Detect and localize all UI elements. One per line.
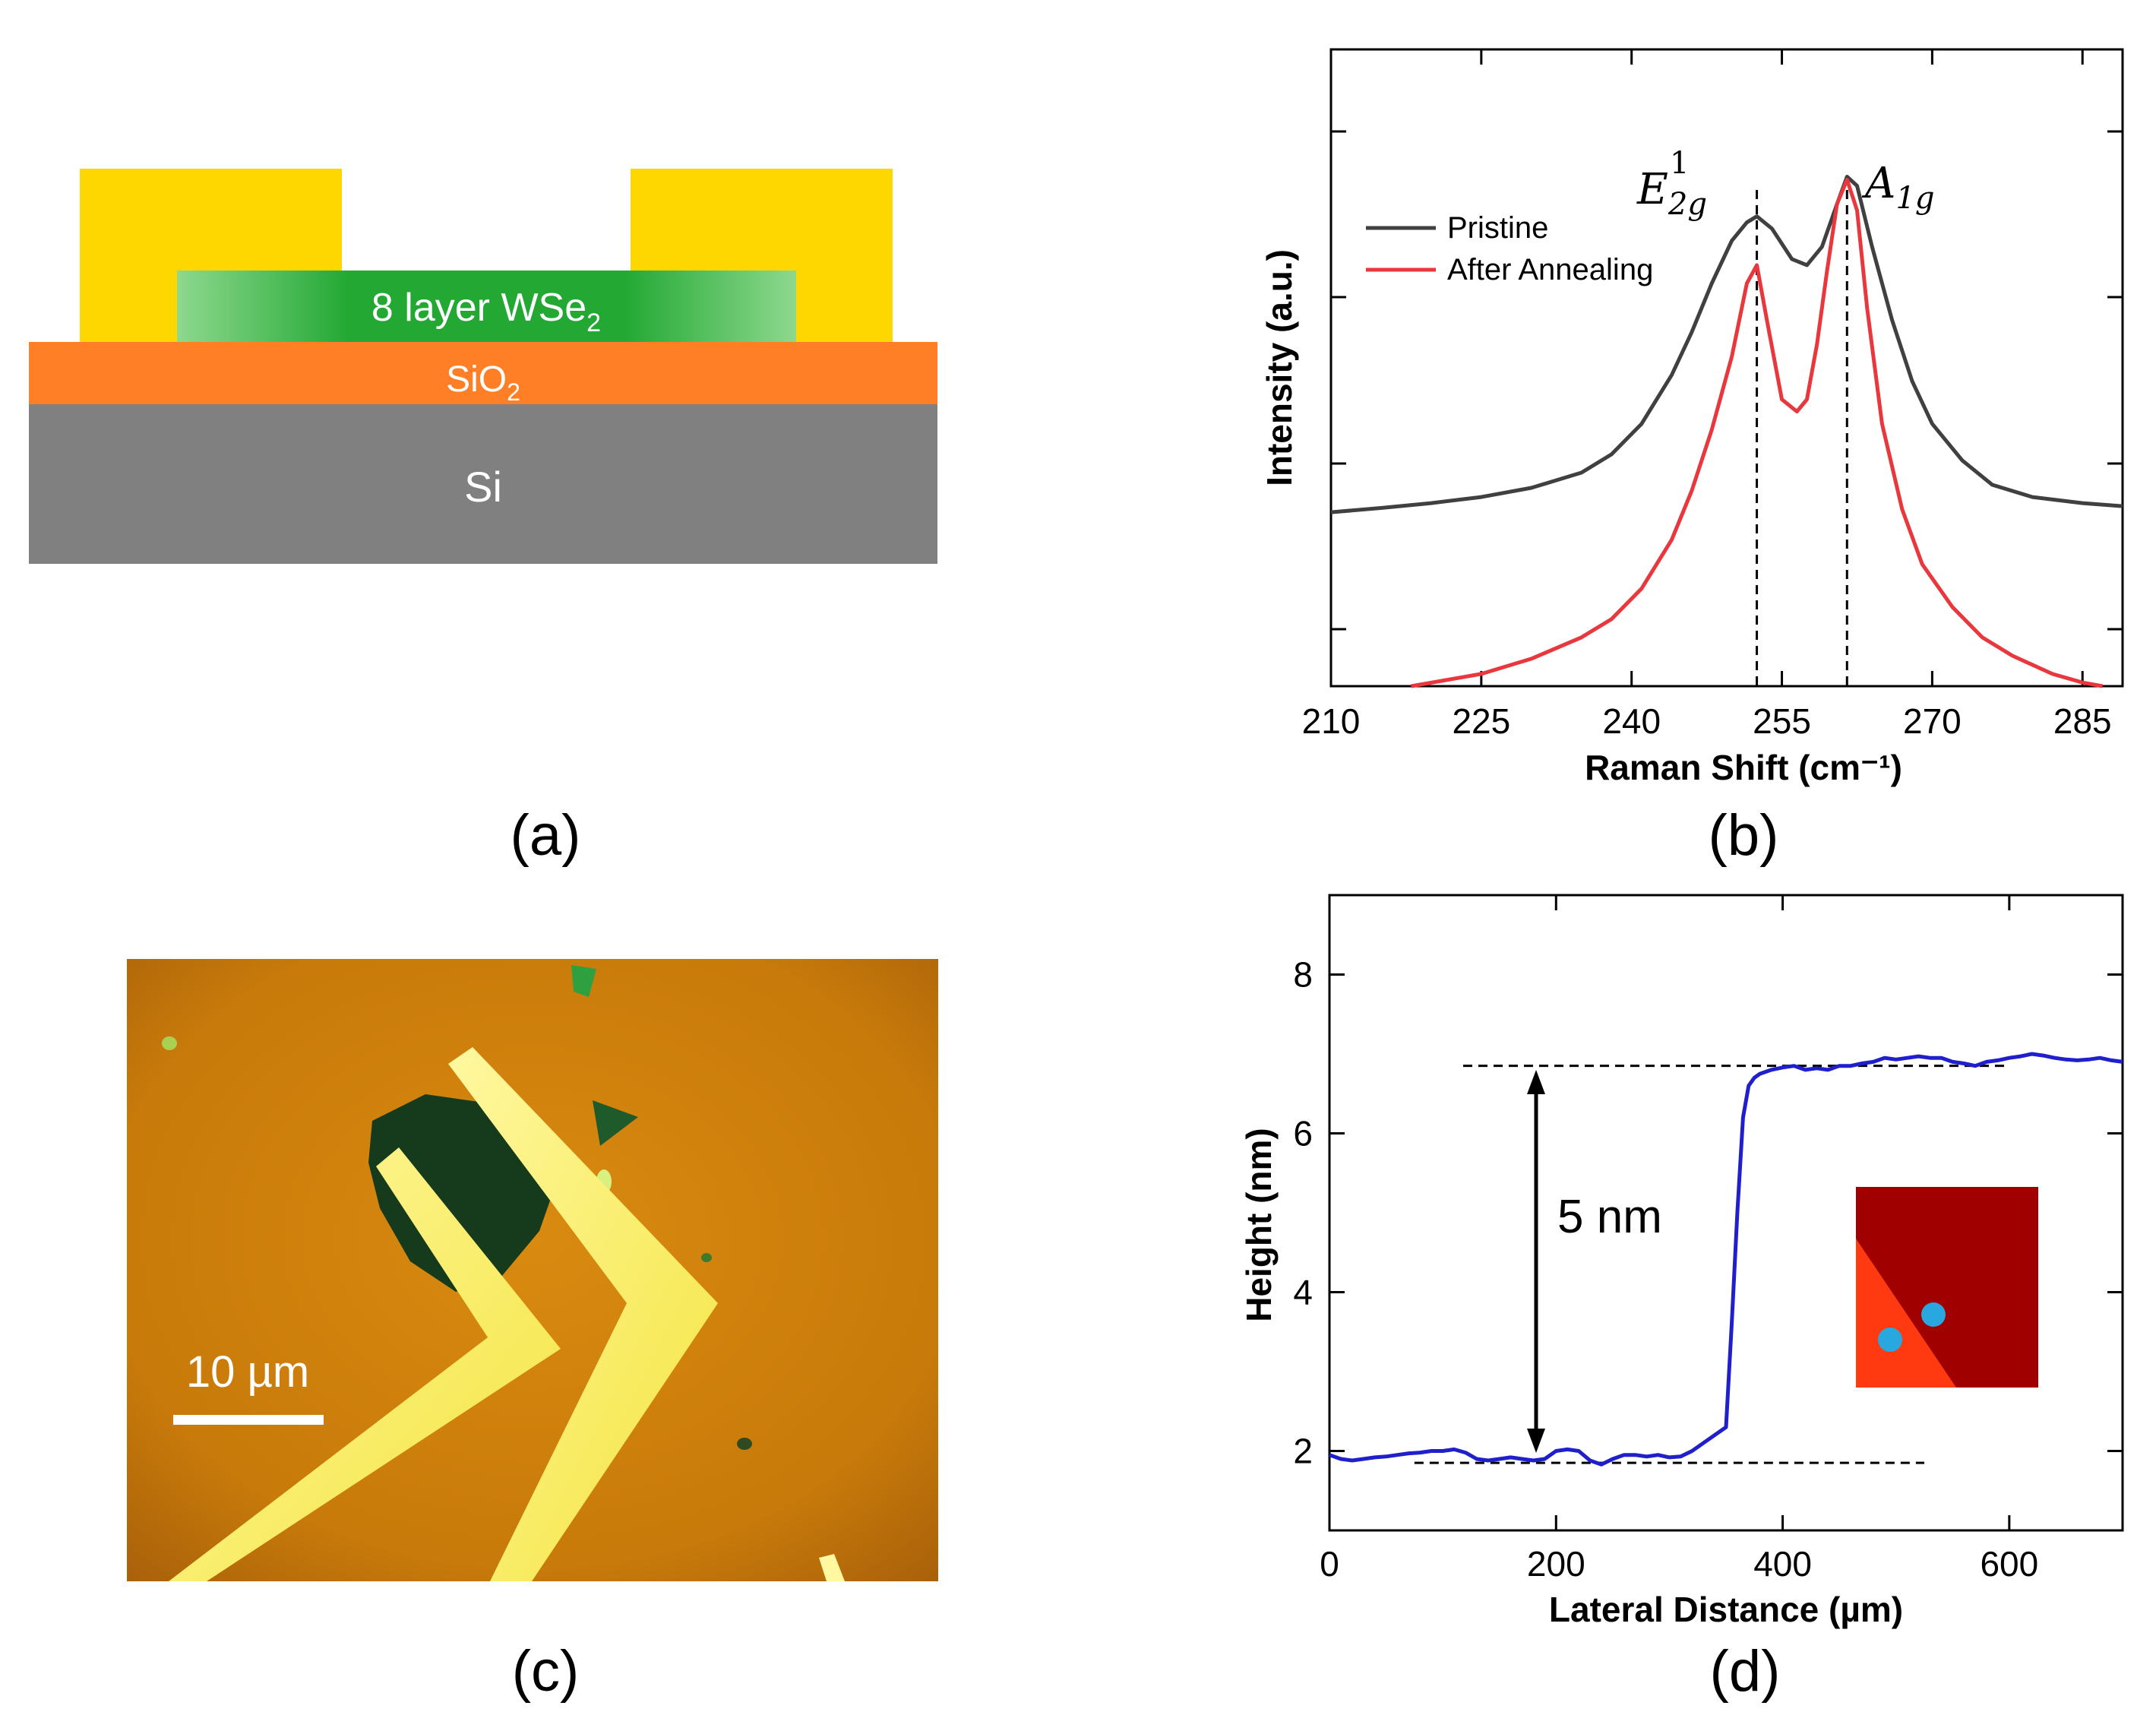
legend-b: Pristine After Annealing — [1366, 211, 1653, 286]
series-line-after-annealing — [1411, 178, 2104, 688]
metal-lead-corner — [819, 1554, 845, 1581]
metal-lead-inner — [169, 1147, 561, 1581]
x-ticks-d: 0 200 400 600 — [1320, 895, 2038, 1584]
inset-marker-low — [1878, 1328, 1902, 1352]
x-axis-label-b: Raman Shift (cm⁻¹) — [1585, 748, 1902, 787]
plot-frame-d — [1328, 894, 2124, 1532]
x-tick-label-b-255: 255 — [1753, 701, 1811, 741]
debris-spot-3 — [701, 1253, 712, 1262]
series-b — [1330, 175, 2123, 688]
y-tick-label-d-4: 4 — [1293, 1273, 1313, 1312]
sio2-label: SiO2 — [446, 359, 520, 406]
x-tick-label-d-600: 600 — [1980, 1544, 2038, 1584]
panel-a-device-schematic: 8 layer WSe2 SiO2 Si (a) — [29, 169, 937, 868]
wse2-layer — [177, 271, 796, 343]
peak-e2g-superscript: 1 — [1670, 146, 1689, 181]
y-axis-label-d: Height (nm) — [1239, 1128, 1279, 1322]
debris-spot-4 — [737, 1438, 752, 1450]
y-tick-label-d-8: 8 — [1293, 955, 1313, 995]
x-tick-label-b-240: 240 — [1602, 701, 1661, 741]
si-substrate — [29, 404, 937, 564]
metal-lead-outer — [448, 1047, 718, 1581]
y-ticks-b — [1331, 130, 2123, 631]
step-arrow-head-bottom — [1527, 1429, 1545, 1453]
peak-e2g-label: E2g — [1636, 165, 1707, 222]
panel-d-label: (d) — [1710, 1639, 1781, 1704]
x-tick-label-b-225: 225 — [1452, 701, 1510, 741]
panel-b-raman-chart: 210 225 240 255 270 285 E2g 1 A1g Pristine Af… — [1260, 48, 2124, 868]
inset-low-region — [1856, 1239, 1956, 1388]
substrate-background — [127, 959, 938, 1581]
sio2-layer — [29, 342, 937, 404]
x-tick-label-b-285: 285 — [2053, 701, 2112, 741]
y-ticks-d: 2 4 6 8 — [1293, 955, 2123, 1471]
y-axis-label-b: Intensity (a.u.) — [1260, 249, 1299, 486]
x-axis-label-d: Lateral Distance (µm) — [1549, 1590, 1903, 1629]
x-ticks-b: 210 225 240 255 270 285 — [1302, 49, 2112, 741]
legend-text-annealing: After Annealing — [1447, 253, 1653, 286]
legend-text-pristine: Pristine — [1447, 211, 1548, 245]
series-line-height-profile — [1329, 1052, 2123, 1467]
small-flake-top — [571, 965, 596, 997]
y-tick-label-d-6: 6 — [1293, 1114, 1313, 1153]
panel-b-label: (b) — [1709, 803, 1779, 868]
x-tick-label-d-200: 200 — [1527, 1544, 1585, 1584]
small-flake-dark — [593, 1100, 638, 1146]
series-d — [1329, 1052, 2123, 1467]
y-tick-label-d-2: 2 — [1293, 1432, 1313, 1471]
peak-a1g-label: A1g — [1861, 159, 1935, 216]
scale-bar-label: 10 µm — [186, 1347, 309, 1397]
si-label: Si — [464, 463, 502, 511]
step-arrow-head-top — [1527, 1070, 1545, 1094]
plot-frame-b — [1329, 48, 2124, 688]
panel-c-label: (c) — [512, 1639, 580, 1704]
afm-inset — [1856, 1187, 2038, 1388]
panel-d-afm-profile: 0 200 400 600 2 4 6 8 5 nm Height (nm) Lateral… — [1239, 894, 2124, 1704]
step-height-label: 5 nm — [1557, 1191, 1662, 1243]
scale-bar — [173, 1415, 324, 1425]
panel-c-optical-image: 10 µm (c) — [127, 959, 938, 1704]
x-tick-label-d-400: 400 — [1753, 1544, 1812, 1584]
x-tick-label-b-270: 270 — [1903, 701, 1962, 741]
panel-a-label: (a) — [511, 803, 581, 868]
wse2-label: 8 layer WSe2 — [371, 286, 601, 337]
inset-marker-high — [1921, 1302, 1946, 1327]
debris-spot — [162, 1036, 177, 1050]
step-arrow — [1527, 1070, 1545, 1453]
x-tick-label-d-0: 0 — [1320, 1544, 1339, 1584]
series-line-pristine — [1330, 175, 2123, 514]
x-tick-label-b-210: 210 — [1302, 701, 1361, 741]
reference-lines-d — [1414, 1065, 2009, 1464]
